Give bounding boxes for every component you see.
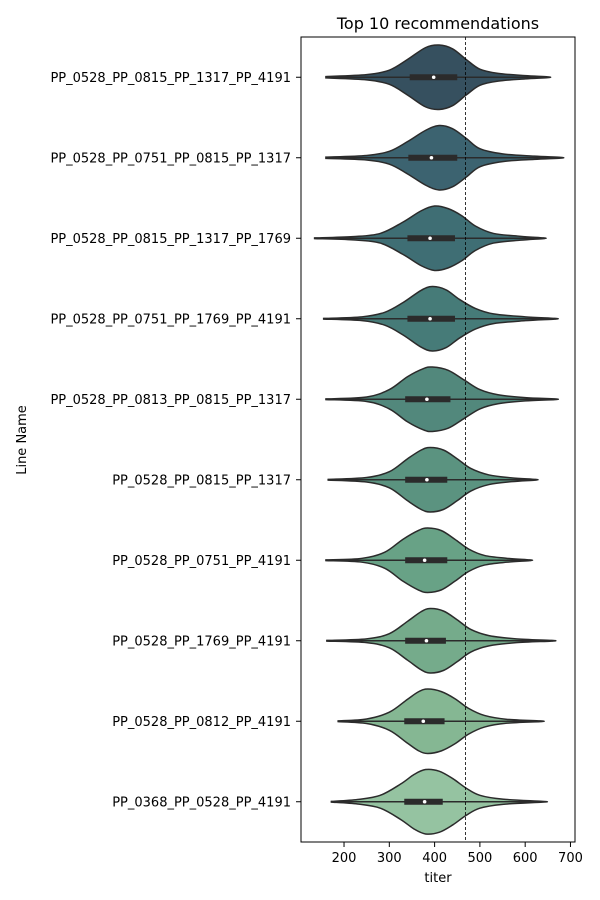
violin-median	[425, 477, 429, 482]
x-tick-label: 300	[377, 851, 402, 866]
x-axis-label: titer	[424, 871, 452, 886]
x-tick-label: 500	[467, 851, 492, 866]
x-tick-label: 700	[558, 851, 583, 866]
y-axis-label: Line Name	[15, 405, 30, 475]
x-tick-label: 200	[332, 851, 357, 866]
violin-10	[330, 768, 549, 835]
violin-median	[422, 799, 427, 804]
y-tick-label: PP_0528_PP_1769_PP_4191	[112, 634, 291, 649]
violins-layer	[313, 44, 565, 835]
x-tick-label: 400	[422, 851, 447, 866]
violin-median	[429, 155, 434, 160]
violin-2	[325, 124, 565, 191]
y-tick-label: PP_0528_PP_0815_PP_1317	[112, 473, 291, 488]
violin-median	[424, 638, 429, 643]
x-axis: 200 300 400 500 600 700	[332, 842, 583, 866]
y-tick-label: PP_0528_PP_0751_PP_0815_PP_1317	[50, 151, 291, 166]
y-tick-label: PP_0368_PP_0528_PP_4191	[112, 795, 291, 810]
x-tick-label: 600	[513, 851, 538, 866]
violin-1	[325, 44, 552, 111]
violin-9	[337, 688, 546, 755]
violin-median	[428, 316, 432, 321]
violin-6	[327, 446, 539, 513]
y-tick-label: PP_0528_PP_0751_PP_4191	[112, 554, 291, 569]
violin-8	[326, 607, 557, 674]
violin-median	[421, 719, 426, 724]
violin-3	[313, 205, 547, 272]
violin-5	[325, 366, 560, 433]
y-tick-label: PP_0528_PP_0813_PP_0815_PP_1317	[50, 393, 291, 408]
y-tick-label: PP_0528_PP_0751_PP_1769_PP_4191	[50, 312, 291, 327]
violin-7	[325, 527, 534, 594]
violin-median	[425, 397, 429, 402]
y-tick-label: PP_0528_PP_0815_PP_1317_PP_4191	[50, 71, 291, 86]
violin-4	[322, 285, 560, 352]
violin-median	[422, 558, 427, 563]
violin-median	[428, 236, 432, 241]
chart-title: Top 10 recommendations	[336, 14, 539, 33]
violin-median	[431, 75, 436, 80]
plot-frame	[300, 36, 576, 843]
y-axis: PP_0528_PP_0815_PP_1317_PP_4191 PP_0528_P…	[50, 71, 301, 810]
y-tick-label: PP_0528_PP_0812_PP_4191	[112, 715, 291, 730]
y-tick-label: PP_0528_PP_0815_PP_1317_PP_1769	[50, 232, 291, 247]
